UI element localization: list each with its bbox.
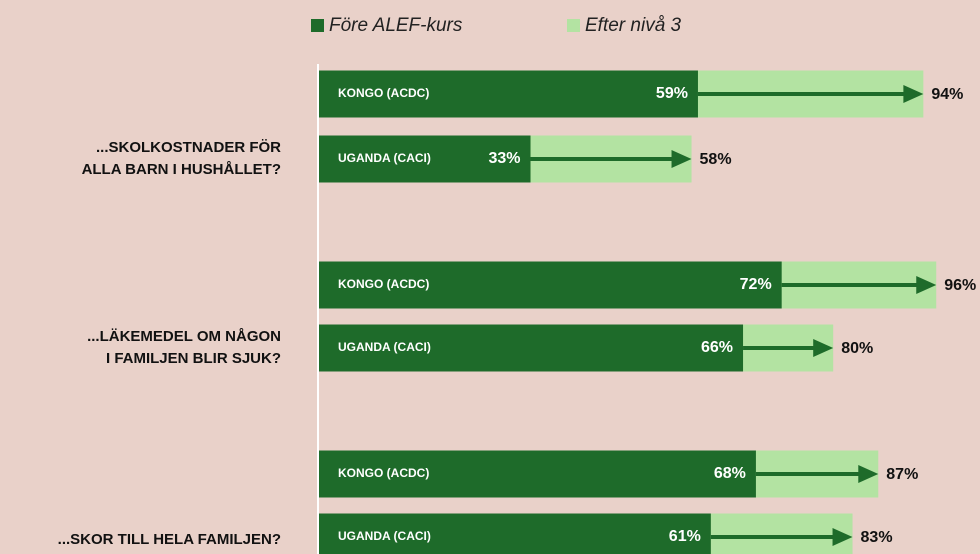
- row-label: KONGO (ACDC): [338, 277, 429, 291]
- bar-before: [318, 135, 531, 183]
- bar-before: [318, 324, 744, 372]
- row-label: UGANDA (CACI): [338, 340, 431, 354]
- arrow-head: [832, 528, 853, 546]
- legend-swatch: [567, 19, 580, 32]
- value-label-after: 94%: [931, 86, 963, 103]
- bar-before: [318, 513, 711, 554]
- arrow-head: [903, 85, 924, 103]
- value-label-after: 96%: [944, 277, 976, 294]
- legend-label: Före ALEF-kurs: [329, 15, 463, 36]
- row-label: UGANDA (CACI): [338, 151, 431, 165]
- group-label: ...LÄKEMEDEL OM NÅGON: [87, 328, 281, 345]
- value-label-before: 59%: [656, 85, 688, 102]
- arrow-head: [858, 465, 879, 483]
- group-label: ...SKOR TILL HELA FAMILJEN?: [58, 531, 281, 548]
- row-label: KONGO (ACDC): [338, 466, 429, 480]
- value-label-before: 68%: [714, 465, 746, 482]
- legend-label: Efter nivå 3: [585, 15, 682, 36]
- bar-before: [318, 450, 756, 498]
- bar-before: [318, 261, 782, 309]
- value-label-before: 66%: [701, 339, 733, 356]
- row-label: KONGO (ACDC): [338, 86, 429, 100]
- value-label-before: 33%: [488, 150, 520, 167]
- value-label-after: 83%: [861, 529, 893, 546]
- value-label-after: 80%: [841, 340, 873, 357]
- group-label: ALLA BARN I HUSHÅLLET?: [82, 161, 281, 178]
- row-label: UGANDA (CACI): [338, 529, 431, 543]
- arrow-head: [916, 276, 937, 294]
- group-label: ...SKOLKOSTNADER FÖR: [96, 139, 281, 156]
- group-label: I FAMILJEN BLIR SJUK?: [106, 350, 281, 367]
- arrow-head: [671, 150, 692, 168]
- value-label-before: 72%: [740, 276, 772, 293]
- value-label-after: 58%: [700, 151, 732, 168]
- value-label-before: 61%: [669, 528, 701, 545]
- legend-swatch: [311, 19, 324, 32]
- bar-before: [318, 70, 698, 118]
- value-label-after: 87%: [886, 466, 918, 483]
- arrow-head: [813, 339, 834, 357]
